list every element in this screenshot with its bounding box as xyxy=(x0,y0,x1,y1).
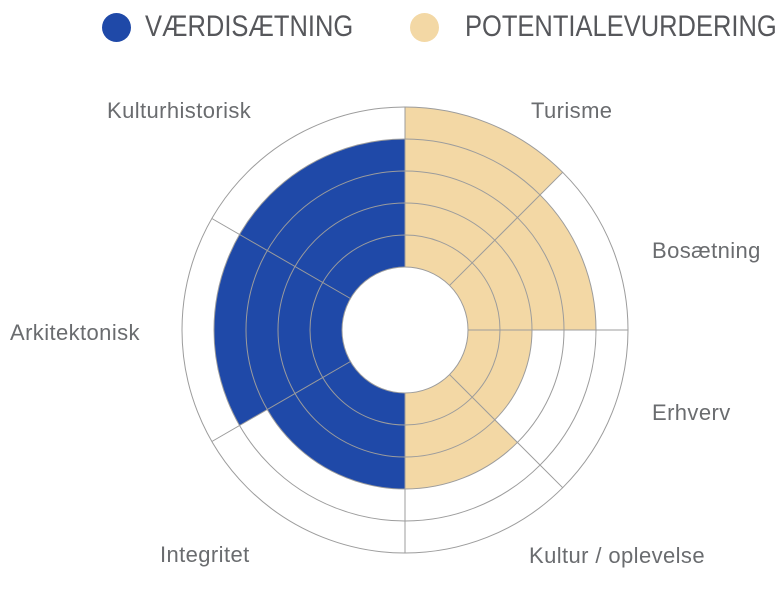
legend-label-potentialevurdering: POTENTIALEVURDERING xyxy=(465,10,777,43)
sector-label-arkitektonisk: Arkitektonisk xyxy=(10,320,140,345)
sector-fill-bosaetning xyxy=(449,194,596,330)
grid-spoke-45deg xyxy=(449,171,564,286)
sector-label-kultur-oplevelse: Kultur / oplevelse xyxy=(529,543,705,568)
sector-label-bosaetning: Bosætning xyxy=(652,238,761,263)
legend-label-vaerdisaetning: VÆRDISÆTNING xyxy=(145,10,354,43)
sector-label-kulturhistorisk: Kulturhistorisk xyxy=(107,98,252,123)
sector-fill-integritet xyxy=(267,361,405,489)
sector-fill-kultur-oplevelse xyxy=(405,374,518,489)
grid-hole-circle xyxy=(341,266,469,394)
legend-dot-potentialevurdering xyxy=(410,13,439,42)
legend-dot-vaerdisaetning xyxy=(102,13,131,42)
sector-fill-erhverv xyxy=(449,330,532,420)
sector-fill-turisme xyxy=(405,107,563,286)
grid-spoke-300deg xyxy=(211,218,351,299)
sector-label-integritet: Integritet xyxy=(160,542,250,567)
sector-label-turisme: Turisme xyxy=(531,98,613,123)
grid-spoke-135deg xyxy=(449,374,564,489)
sector-fill-arkitektonisk xyxy=(214,234,351,426)
grid-spoke-240deg xyxy=(211,361,351,442)
sector-fill-kulturhistorisk xyxy=(239,139,405,299)
sector-label-erhverv: Erhverv xyxy=(652,400,731,425)
